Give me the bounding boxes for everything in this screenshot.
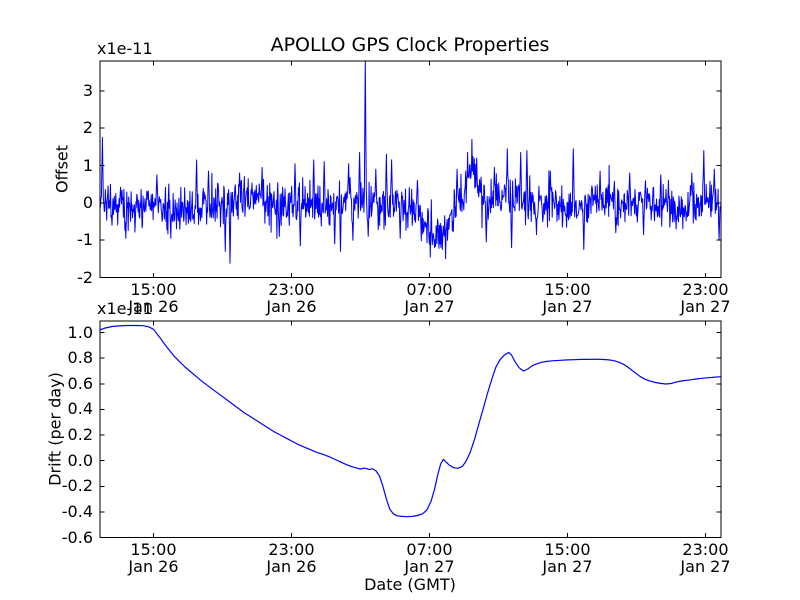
x-tick-label: 15:00 Jan 26: [128, 541, 178, 575]
bottom-axes-frame: [99, 320, 722, 538]
chart-title: APOLLO GPS Clock Properties: [270, 34, 550, 56]
x-tick-label-line: Jan 26: [266, 557, 317, 576]
x-tick-label-line: 23:00: [268, 540, 315, 559]
x-tick-label-line: 15:00: [544, 280, 591, 299]
y-tick-label: 0: [82, 192, 93, 212]
gps-clock-offset-line: [100, 61, 721, 264]
x-tick-label-line: Jan 27: [680, 297, 731, 316]
x-tick-label: 07:00 Jan 27: [404, 541, 454, 575]
y-tick-label: 0.6: [67, 373, 93, 393]
x-tick-label: 15:00 Jan 26: [128, 281, 178, 315]
y-tick-label: 1.0: [67, 322, 93, 342]
x-tick-label-line: 15:00: [544, 540, 591, 559]
top-axes-frame: [99, 60, 722, 278]
x-tick-label: 23:00 Jan 26: [266, 281, 316, 315]
x-tick-label-line: Jan 27: [542, 557, 593, 576]
y-tick-label: -2: [77, 267, 93, 287]
top-y-axis-label: Offset: [52, 144, 72, 194]
y-tick-label: -1: [77, 230, 93, 250]
y-tick-label: 0.2: [67, 425, 93, 444]
x-tick-label-line: 15:00: [130, 540, 177, 559]
x-tick-label: 15:00 Jan 27: [542, 281, 592, 315]
y-tick-label: -0.2: [61, 476, 93, 496]
y-tick-label: -0.4: [61, 501, 93, 521]
x-tick-label-line: 15:00: [130, 280, 177, 299]
x-axis-label: Date (GMT): [364, 575, 456, 594]
gps-clock-drift-line: [100, 324, 721, 518]
top-axis-scale-offset: x1e-11: [97, 39, 153, 58]
y-tick-label: 3: [82, 80, 93, 100]
y-tick-label: 0.0: [67, 450, 93, 470]
x-tick-label: 07:00 Jan 27: [404, 281, 454, 315]
x-tick-label-line: Jan 27: [680, 557, 731, 576]
x-tick-label: 23:00 Jan 27: [680, 281, 730, 315]
bottom-y-axis-label: Drift (per day): [45, 372, 65, 486]
x-tick-label-line: Jan 27: [404, 557, 455, 576]
x-tick-label-line: 23:00: [682, 540, 729, 559]
x-tick-label-line: Jan 27: [542, 297, 593, 316]
y-tick-label: 2: [82, 118, 93, 138]
x-tick-label-line: 23:00: [682, 280, 729, 299]
y-tick-label: 0.8: [67, 348, 93, 368]
y-tick-label: -0.6: [61, 527, 93, 547]
x-tick-label-line: Jan 26: [128, 297, 179, 316]
x-tick-label-line: 07:00: [406, 280, 453, 299]
y-tick-label: 1: [82, 155, 93, 175]
x-tick-label-line: Jan 26: [266, 297, 317, 316]
x-tick-label-line: Jan 27: [404, 297, 455, 316]
x-tick-label-line: Jan 26: [128, 557, 179, 576]
y-tick-label: 0.4: [67, 399, 93, 419]
bottom-axis-scale-offset: x1e-11: [97, 299, 153, 318]
x-tick-label: 15:00 Jan 27: [542, 541, 592, 575]
x-tick-label: 23:00 Jan 27: [680, 541, 730, 575]
x-tick-label-line: 23:00: [268, 280, 315, 299]
x-tick-label: 23:00 Jan 26: [266, 541, 316, 575]
x-tick-label-line: 07:00: [406, 540, 453, 559]
